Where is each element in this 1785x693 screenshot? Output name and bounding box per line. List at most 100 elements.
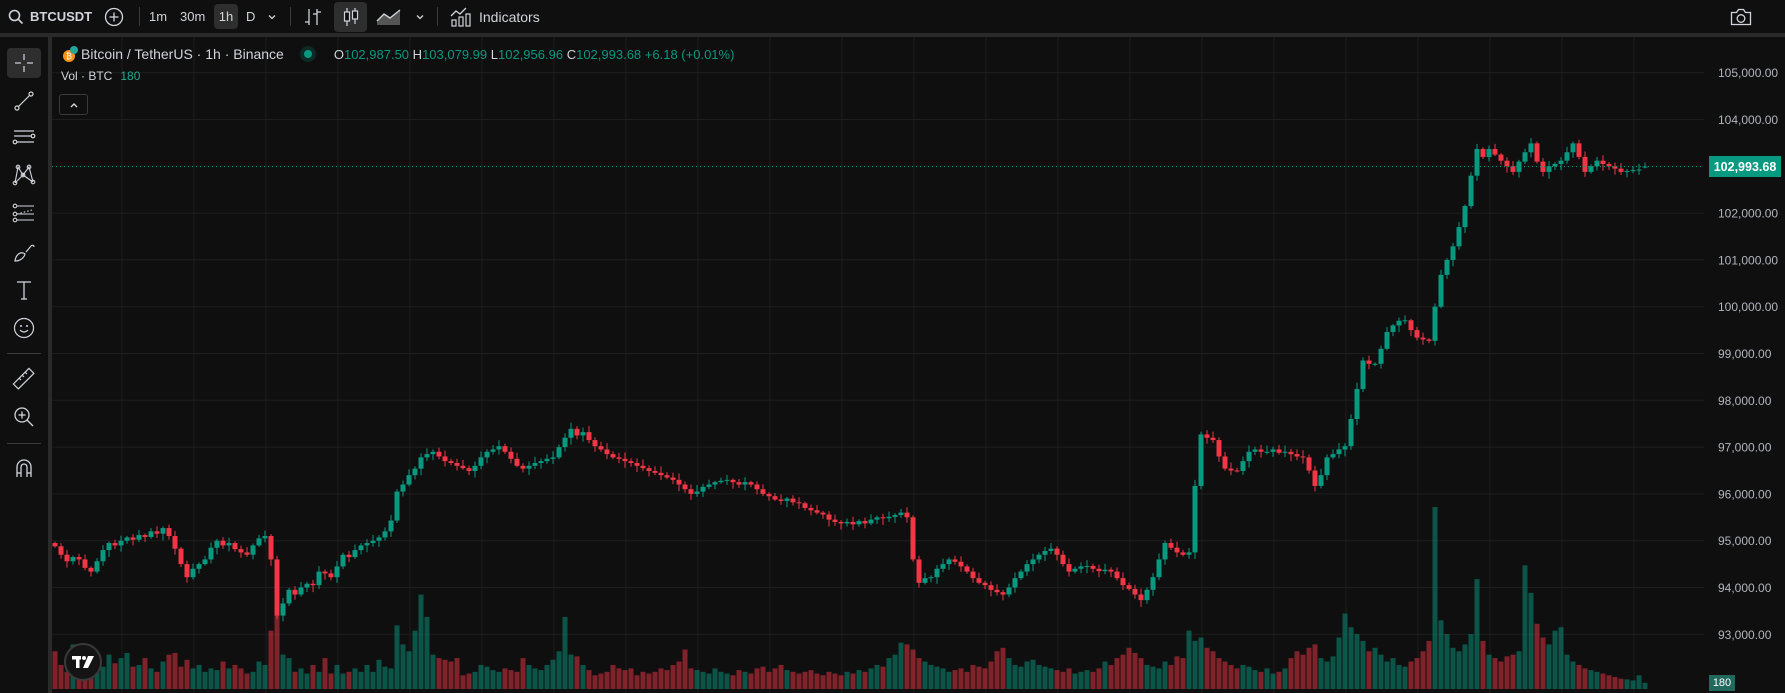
candle-body xyxy=(580,432,586,436)
volume-bar xyxy=(790,671,796,689)
indicators-button[interactable]: Indicators xyxy=(450,4,540,29)
volume-bar xyxy=(532,668,538,689)
candle-body xyxy=(766,493,772,497)
candle-body xyxy=(1090,565,1096,569)
candle-body xyxy=(910,517,916,560)
volume-bar xyxy=(334,664,340,689)
volume-bar xyxy=(586,670,592,689)
camera-icon xyxy=(1730,8,1752,25)
candle-body xyxy=(1552,163,1558,167)
replay-bars-button[interactable] xyxy=(303,4,323,29)
interval-D[interactable]: D xyxy=(246,4,255,29)
trend-line-tool[interactable] xyxy=(7,86,41,116)
volume-bar xyxy=(1582,668,1588,689)
symbol-search-button[interactable]: BTCUSDT xyxy=(8,4,92,29)
candle-body xyxy=(100,550,106,562)
candle-body xyxy=(622,458,628,462)
pattern-tool[interactable] xyxy=(7,160,41,190)
volume-bar xyxy=(238,668,244,689)
magnet-icon xyxy=(16,459,32,477)
fib-retracement-tool[interactable] xyxy=(7,199,41,229)
candle-body xyxy=(778,499,784,501)
text-tool[interactable] xyxy=(7,275,41,305)
search-icon xyxy=(8,9,24,24)
volume-bar xyxy=(958,668,964,689)
zoom-in-tool[interactable] xyxy=(7,402,41,432)
volume-bar xyxy=(1006,658,1012,689)
volume-bar xyxy=(112,663,118,689)
candle-body xyxy=(1324,457,1330,476)
horizontal-lines-tool[interactable] xyxy=(7,123,41,153)
candle-body xyxy=(628,461,634,464)
compare-symbol-button[interactable] xyxy=(104,4,124,29)
candle-body xyxy=(1624,170,1630,172)
candle-body xyxy=(1072,568,1078,572)
volume-bar xyxy=(1516,651,1522,689)
volume-bar xyxy=(100,666,106,689)
candles-style-button[interactable] xyxy=(334,2,367,32)
area-style-button[interactable] xyxy=(376,4,402,29)
interval-1h-active[interactable]: 1h xyxy=(214,4,238,29)
market-status-dot[interactable] xyxy=(299,46,316,62)
volume-bar xyxy=(1024,661,1030,689)
volume-bar xyxy=(916,658,922,689)
symbol-title[interactable]: Bitcoin / TetherUS · 1h · Binance xyxy=(81,46,284,62)
magnet-tool[interactable] xyxy=(7,453,41,483)
volume-bar xyxy=(400,644,406,689)
measure-tool[interactable] xyxy=(7,364,41,394)
volume-bar xyxy=(526,664,532,689)
candle-body xyxy=(724,479,730,481)
volume-bar xyxy=(472,671,478,689)
candle-body xyxy=(796,502,802,504)
fibonacci-icon xyxy=(12,203,34,223)
interval-1m[interactable]: 1m xyxy=(149,4,167,29)
price-tick-label: 105,000.00 xyxy=(1718,66,1778,80)
volume-legend[interactable]: Vol · BTC 180 xyxy=(61,69,140,83)
volume-bar xyxy=(430,654,436,689)
volume-bar xyxy=(538,670,544,689)
toolbar-divider xyxy=(7,353,41,354)
screenshot-button[interactable] xyxy=(1730,4,1752,29)
divider xyxy=(290,7,291,26)
interval-dropdown-button[interactable] xyxy=(266,4,278,29)
candle-body xyxy=(940,564,946,569)
candle-body xyxy=(1300,456,1306,458)
price-tick-label: 100,000.00 xyxy=(1718,300,1778,314)
tradingview-logo[interactable] xyxy=(64,643,102,681)
volume-bar xyxy=(298,668,304,689)
candle-body xyxy=(268,536,274,560)
candle-body xyxy=(142,535,148,537)
volume-bar xyxy=(1066,668,1072,689)
candle-body xyxy=(292,589,298,595)
chart-style-dropdown-button[interactable] xyxy=(414,4,426,29)
crosshair-tool[interactable] xyxy=(7,48,41,78)
brush-tool[interactable] xyxy=(7,238,41,268)
volume-bar xyxy=(1450,647,1456,689)
volume-bar xyxy=(466,673,472,689)
volume-bar xyxy=(976,666,982,689)
candle-body xyxy=(1546,166,1552,172)
collapse-legend-button[interactable] xyxy=(59,94,88,115)
volume-bar xyxy=(1336,637,1342,689)
price-axis[interactable] xyxy=(1704,37,1785,693)
volume-bar xyxy=(784,670,790,689)
candle-body xyxy=(82,559,88,568)
volume-bar xyxy=(1468,634,1474,689)
candle-body xyxy=(106,543,112,551)
volume-bar xyxy=(58,664,64,689)
indicators-label: Indicators xyxy=(479,8,540,25)
icon-tool[interactable] xyxy=(7,313,41,343)
volume-bar xyxy=(1378,654,1384,689)
candle-body xyxy=(1108,569,1114,572)
candle-body xyxy=(868,519,874,524)
volume-bar xyxy=(820,675,826,689)
candle-body xyxy=(298,587,304,595)
candle-body xyxy=(274,559,280,616)
candle-body xyxy=(1222,456,1228,469)
interval-30m[interactable]: 30m xyxy=(180,4,205,29)
candle-body xyxy=(562,437,568,448)
volume-bar xyxy=(1528,592,1534,689)
close-value: 102,993.68 xyxy=(576,46,642,62)
change-value: +6.18 (+0.01%) xyxy=(644,46,735,62)
